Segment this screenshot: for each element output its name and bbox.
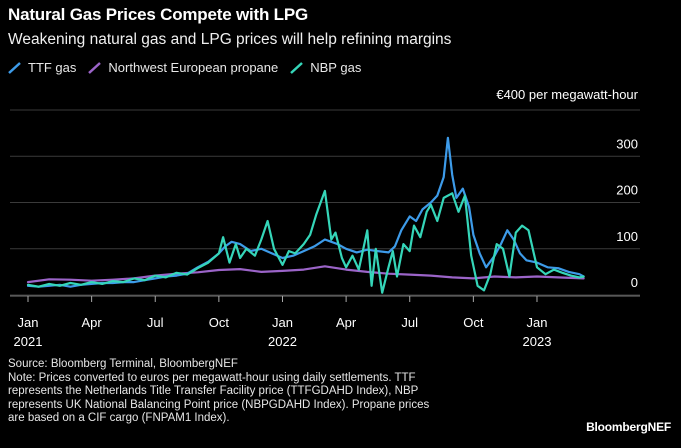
- x-tick-label: Apr: [336, 315, 357, 330]
- brand-logo: BloombergNEF: [586, 420, 671, 434]
- legend-item-propane: Northwest European propane: [88, 60, 278, 75]
- y-tick-label: 0: [631, 275, 638, 290]
- x-tick-label: Jan: [18, 315, 39, 330]
- note-line: Note: Prices converted to euros per mega…: [8, 371, 416, 384]
- x-tick-label: Jul: [401, 315, 418, 330]
- source-note: Source: Bloomberg Terminal, BloombergNEF…: [8, 358, 508, 426]
- x-tick-label: Jan: [272, 315, 293, 330]
- legend-item-nbp: NBP gas: [290, 60, 361, 75]
- y-tick-label: €400 per megawatt-hour: [496, 87, 638, 102]
- y-tick-label: 100: [616, 229, 638, 244]
- series-line-ttf-gas: [26, 136, 585, 288]
- legend-line-icon: [290, 61, 304, 74]
- legend-line-icon: [88, 61, 102, 74]
- series-line-nbp-gas: [26, 189, 585, 294]
- x-tick-year-label: 2021: [14, 334, 43, 349]
- legend: TTF gas Northwest European propane NBP g…: [8, 60, 373, 75]
- legend-label: Northwest European propane: [108, 60, 279, 75]
- legend-item-ttf: TTF gas: [8, 60, 76, 75]
- note-line: represents UK National Balancing Point p…: [8, 398, 430, 411]
- legend-line-icon: [8, 61, 21, 74]
- x-tick-label: Apr: [82, 315, 103, 330]
- x-tick-label: Oct: [463, 315, 484, 330]
- y-tick-label: 300: [616, 136, 638, 151]
- chart-title: Natural Gas Prices Compete with LPG: [8, 5, 309, 24]
- series-line-northwest-european-propane: [26, 265, 585, 284]
- x-tick-year-label: 2023: [523, 334, 552, 349]
- legend-label: NBP gas: [310, 60, 362, 75]
- source-line: Source: Bloomberg Terminal, BloombergNEF: [8, 358, 238, 370]
- x-tick-label: Jan: [526, 315, 547, 330]
- x-tick-year-label: 2022: [268, 334, 297, 349]
- x-tick-label: Oct: [209, 315, 230, 330]
- x-tick-label: Jul: [147, 315, 164, 330]
- legend-label: TTF gas: [28, 60, 77, 75]
- note-line: are based on a CIF cargo (FNPAM1 Index).: [8, 412, 230, 425]
- y-tick-label: 200: [616, 183, 638, 198]
- chart-subtitle: Weakening natural gas and LPG prices wil…: [8, 31, 452, 48]
- note-line: represents the Netherlands Title Transfe…: [8, 385, 419, 398]
